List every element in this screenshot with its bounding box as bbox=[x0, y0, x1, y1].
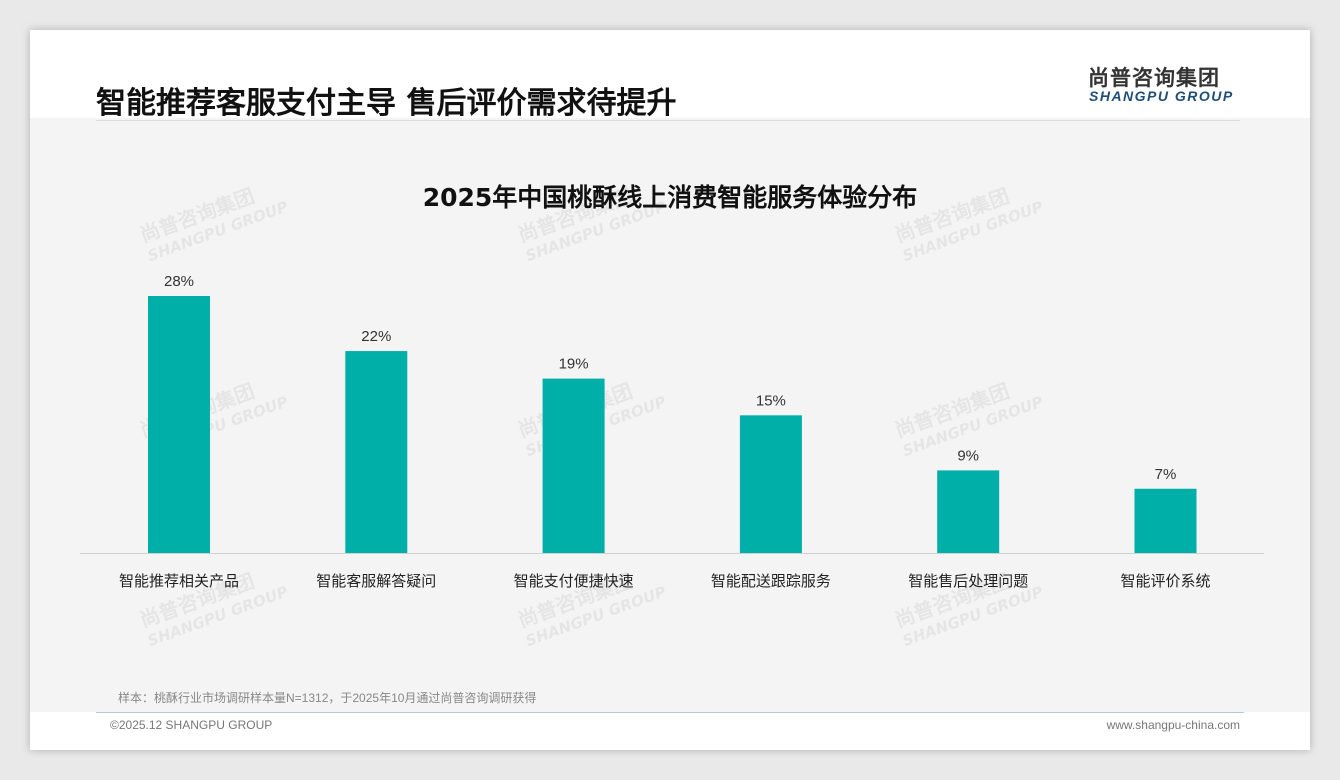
bar bbox=[542, 378, 605, 553]
chart-title: 2025年中国桃酥线上消费智能服务体验分布 bbox=[422, 183, 918, 212]
sample-note: 样本：桃酥行业市场调研样本量N=1312，于2025年10月通过尚普咨询调研获得 bbox=[118, 691, 537, 705]
data-label: 19% bbox=[559, 356, 589, 373]
bar bbox=[937, 470, 1000, 553]
bar bbox=[345, 351, 408, 553]
data-label: 7% bbox=[1155, 466, 1177, 483]
category-label: 智能支付便捷快速 bbox=[514, 572, 634, 590]
logo-cn: 尚普咨询集团 bbox=[1088, 66, 1220, 90]
bar bbox=[739, 415, 802, 553]
data-label: 22% bbox=[361, 328, 391, 345]
data-label: 15% bbox=[756, 392, 786, 409]
footer-divider bbox=[96, 712, 1244, 713]
data-label: 28% bbox=[164, 273, 194, 290]
copyright: ©2025.12 SHANGPU GROUP bbox=[110, 718, 273, 732]
data-label: 9% bbox=[957, 447, 979, 464]
category-label: 智能售后处理问题 bbox=[908, 572, 1028, 590]
page-title: 智能推荐客服支付主导 售后评价需求待提升 bbox=[96, 86, 677, 121]
category-label: 智能配送跟踪服务 bbox=[711, 572, 831, 590]
divider bbox=[96, 120, 1240, 121]
bar bbox=[1134, 488, 1197, 553]
bar bbox=[148, 296, 210, 553]
logo-en: SHANGPU GROUP bbox=[1089, 88, 1234, 104]
category-label: 智能评价系统 bbox=[1120, 572, 1210, 590]
chart-panel bbox=[30, 118, 1310, 712]
website-link[interactable]: www.shangpu-china.com bbox=[1106, 718, 1240, 732]
category-label: 智能客服解答疑问 bbox=[316, 572, 436, 590]
category-label: 智能推荐相关产品 bbox=[119, 572, 239, 590]
